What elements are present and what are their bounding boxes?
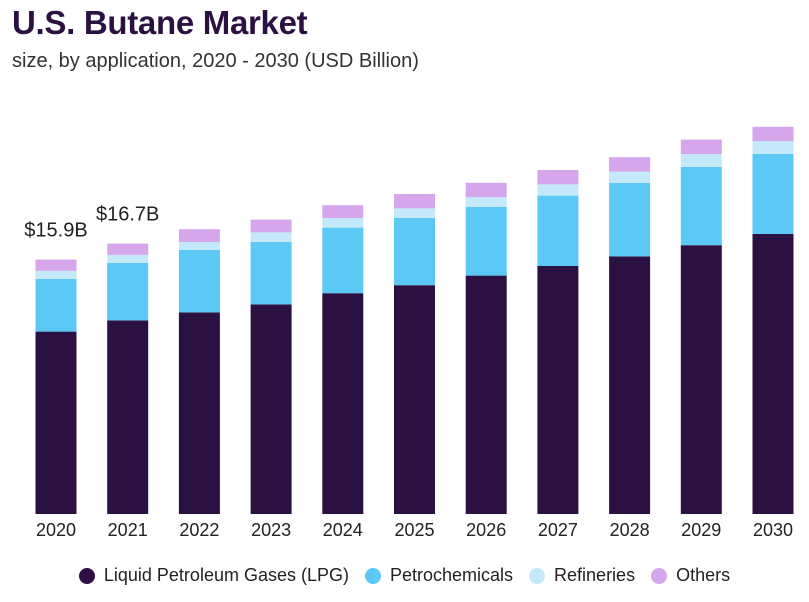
bar-segment-2020-2 xyxy=(35,270,77,279)
x-tick-label: 2021 xyxy=(108,520,148,540)
bar-segment-2021-3 xyxy=(107,243,149,255)
bar-segment-2028-0 xyxy=(609,256,651,514)
bar-segment-2028-3 xyxy=(609,157,651,172)
bar-segment-2023-3 xyxy=(250,219,292,233)
x-tick-label: 2022 xyxy=(179,520,219,540)
bar-segment-2027-1 xyxy=(537,195,579,266)
chart-subtitle: size, by application, 2020 - 2030 (USD B… xyxy=(12,50,419,72)
bar-segment-2022-3 xyxy=(178,229,220,242)
bar-segment-2030-3 xyxy=(752,126,794,142)
bar-segment-2029-0 xyxy=(680,245,722,514)
data-label-2020: $15.9B xyxy=(24,220,87,242)
x-tick-label: 2026 xyxy=(466,520,506,540)
legend-swatch xyxy=(651,567,668,584)
bar-segment-2022-1 xyxy=(178,250,220,313)
legend-item: Petrochemicals xyxy=(364,565,514,586)
bar-segment-2027-3 xyxy=(537,170,579,185)
legend-label: Others xyxy=(676,565,731,585)
legend-label: Petrochemicals xyxy=(389,565,514,585)
bar-segment-2025-1 xyxy=(394,218,435,286)
bar-segment-2024-0 xyxy=(322,293,364,514)
bar-segment-2026-0 xyxy=(465,275,507,514)
bar-segment-2028-2 xyxy=(609,171,651,183)
legend-swatch xyxy=(78,567,95,584)
legend-label: Liquid Petroleum Gases (LPG) xyxy=(103,565,349,585)
bar-segment-2025-0 xyxy=(394,285,435,514)
bar-segment-2023-2 xyxy=(250,232,292,242)
x-tick-label: 2028 xyxy=(610,520,650,540)
x-tick-label: 2027 xyxy=(538,520,578,540)
legend-item: Liquid Petroleum Gases (LPG) xyxy=(78,565,349,586)
bar-segment-2025-2 xyxy=(394,208,435,218)
bar-segment-2030-1 xyxy=(752,154,794,234)
bar-segment-2026-1 xyxy=(465,206,507,276)
legend-label: Refineries xyxy=(554,565,636,585)
bar-segment-2021-2 xyxy=(107,254,149,263)
bar-segment-2028-1 xyxy=(609,182,651,257)
x-tick-label: 2025 xyxy=(394,520,434,540)
bar-segment-2022-0 xyxy=(178,312,220,514)
bar-segment-2030-0 xyxy=(752,234,794,514)
x-tick-label: 2020 xyxy=(36,520,76,540)
bar-segment-2024-3 xyxy=(322,205,364,218)
chart-title: U.S. Butane Market xyxy=(12,4,308,41)
bar-segment-2027-0 xyxy=(537,266,579,514)
chart-legend: Liquid Petroleum Gases (LPG) Petrochemica… xyxy=(0,565,809,586)
bar-segment-2025-3 xyxy=(394,194,435,209)
bar-segment-2026-3 xyxy=(465,182,507,198)
bar-segment-2020-3 xyxy=(35,259,77,271)
x-tick-label: 2024 xyxy=(323,520,363,540)
data-label-2021: $16.7B xyxy=(96,204,159,226)
bar-segment-2021-1 xyxy=(107,262,149,321)
bar-segment-2026-2 xyxy=(465,197,507,207)
x-tick-label: 2029 xyxy=(681,520,721,540)
bar-segment-2024-1 xyxy=(322,227,364,294)
bar-segment-2021-0 xyxy=(107,320,149,514)
bar-segment-2027-2 xyxy=(537,184,579,196)
legend-swatch xyxy=(529,567,546,584)
bar-segment-2022-2 xyxy=(178,242,220,250)
bar-segment-2024-2 xyxy=(322,218,364,228)
legend-item: Refineries xyxy=(529,565,635,586)
bar-segment-2023-1 xyxy=(250,242,292,305)
bar-segment-2029-3 xyxy=(680,139,722,154)
legend-swatch xyxy=(364,567,381,584)
x-tick-label: 2030 xyxy=(753,520,793,540)
bar-segment-2030-2 xyxy=(752,141,794,154)
legend-item: Others xyxy=(651,565,730,586)
x-tick-label: 2023 xyxy=(251,520,291,540)
bar-segment-2020-1 xyxy=(35,278,77,332)
bar-segment-2029-2 xyxy=(680,154,722,167)
bar-segment-2020-0 xyxy=(35,331,77,514)
bar-segment-2029-1 xyxy=(680,166,722,246)
bar-segment-2023-0 xyxy=(250,304,292,514)
